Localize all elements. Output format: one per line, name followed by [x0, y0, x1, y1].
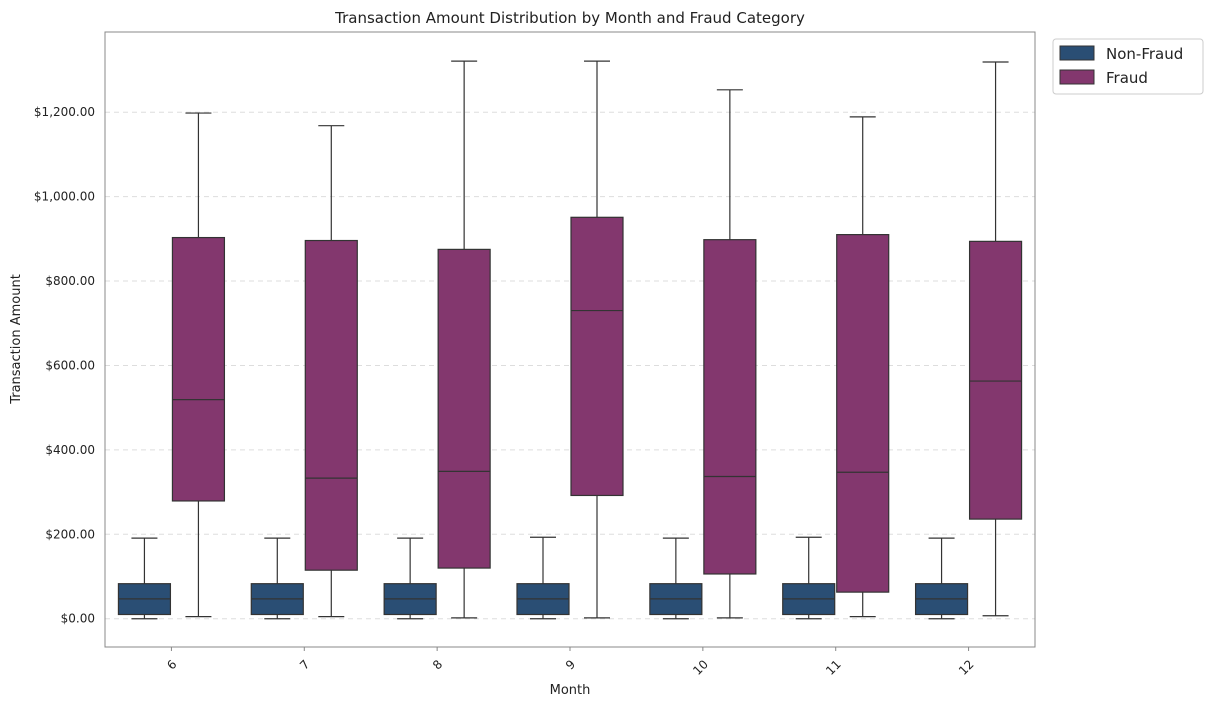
non-fraud-box-month-7 — [250, 537, 304, 620]
fraud-box-month-8 — [437, 60, 491, 619]
x-tick-label: 11 — [823, 657, 844, 678]
legend: Non-Fraud Fraud — [1052, 38, 1204, 95]
fraud-box-month-12 — [968, 61, 1023, 617]
non-fraud-box-month-12 — [914, 537, 969, 620]
iqr-box — [304, 239, 358, 571]
legend-swatch-non-fraud — [1059, 45, 1095, 61]
box-layer — [117, 60, 1023, 620]
iqr-box — [836, 234, 890, 593]
legend-swatch-fraud — [1059, 69, 1095, 85]
iqr-box — [968, 240, 1023, 520]
x-tick-labels: 6 7 8 9 10 11 12 — [164, 647, 977, 678]
chart-title: Transaction Amount Distribution by Month… — [334, 9, 805, 27]
grid-lines — [105, 111, 1035, 620]
fraud-box-month-7 — [304, 125, 358, 618]
iqr-box — [171, 236, 226, 502]
y-tick-label: $200.00 — [45, 527, 95, 541]
x-tick-label: 10 — [690, 657, 711, 678]
x-tick-label: 8 — [430, 657, 445, 672]
fraud-box-month-11 — [836, 116, 890, 618]
non-fraud-box-month-11 — [782, 536, 836, 620]
iqr-box — [703, 239, 757, 575]
y-tick-label: $600.00 — [45, 358, 95, 372]
x-tick-label: 7 — [297, 657, 312, 672]
y-tick-label: $1,000.00 — [34, 190, 95, 204]
fraud-box-month-10 — [703, 89, 757, 619]
y-axis-label: Transaction Amount — [9, 274, 24, 405]
non-fraud-box-month-10 — [649, 537, 703, 620]
legend-label-fraud: Fraud — [1106, 69, 1148, 87]
non-fraud-box-month-9 — [516, 536, 570, 620]
y-tick-label: $400.00 — [45, 443, 95, 457]
iqr-box — [437, 248, 491, 569]
fraud-box-month-9 — [570, 60, 624, 619]
y-tick-label: $1,200.00 — [34, 105, 95, 119]
y-tick-label: $0.00 — [61, 612, 95, 626]
non-fraud-box-month-6 — [117, 537, 172, 620]
x-axis-label: Month — [550, 683, 591, 698]
iqr-box — [570, 216, 624, 497]
plot-frame — [104, 31, 1036, 648]
x-tick-label: 12 — [956, 657, 977, 678]
y-tick-labels: $0.00 $200.00 $400.00 $600.00 $800.00 $1,000.… — [34, 105, 95, 626]
x-tick-label: 6 — [164, 657, 179, 672]
legend-label-non-fraud: Non-Fraud — [1106, 45, 1183, 63]
y-tick-label: $800.00 — [45, 274, 95, 288]
non-fraud-box-month-8 — [383, 537, 437, 620]
x-tick-label: 9 — [563, 657, 578, 672]
fraud-box-month-6 — [171, 112, 226, 618]
